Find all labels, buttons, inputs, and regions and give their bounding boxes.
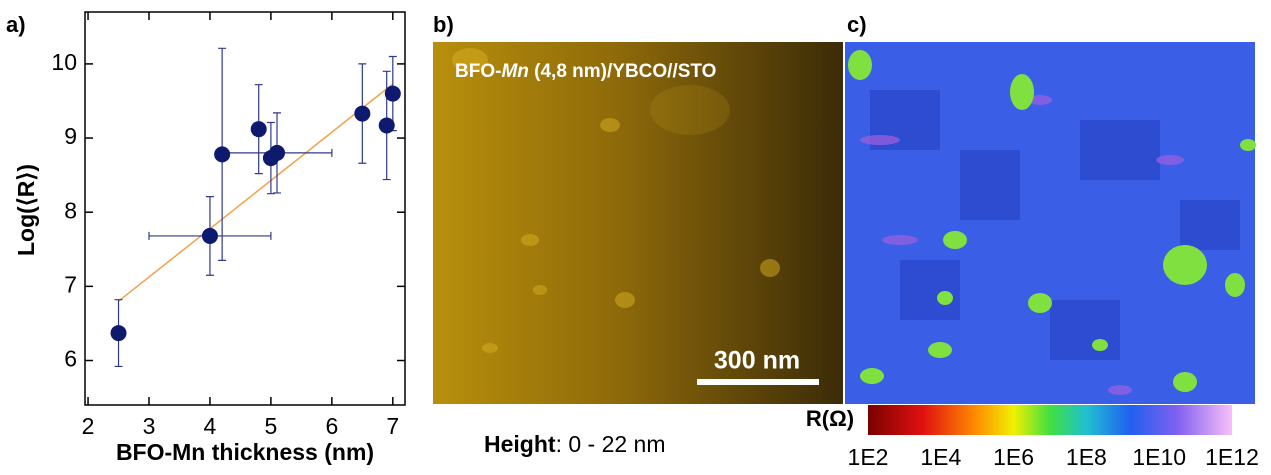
data-point (354, 105, 371, 122)
colorbar-tick-label: 1E6 (993, 444, 1034, 470)
sample-title-part: (4,8 nm)/YBCO//STO (529, 61, 717, 82)
scale-bar (697, 379, 819, 385)
colorbar-tick-label: 1E10 (1132, 444, 1186, 470)
caption-rest: : 0 - 22 nm (556, 431, 666, 457)
data-point (269, 144, 285, 161)
colorbar-label: R(Ω) (806, 406, 854, 431)
y-tick-label: 7 (64, 271, 77, 297)
colorbar (868, 405, 1232, 435)
panel-label: a) (6, 12, 26, 37)
y-tick-label: 6 (64, 346, 77, 372)
x-tick-label: 7 (386, 413, 399, 439)
x-tick-label: 3 (143, 413, 156, 439)
y-tick-label: 8 (64, 197, 77, 223)
x-tick-label: 6 (325, 413, 338, 439)
panel-label: c) (847, 12, 867, 37)
scale-bar-label: 300 nm (714, 347, 800, 375)
y-axis-label: Log(⟨R⟩) (13, 164, 39, 256)
panel-label: b) (433, 12, 454, 37)
data-point (201, 227, 218, 244)
x-tick-label: 5 (265, 413, 278, 439)
caption-bold: Height (484, 431, 556, 457)
colorbar-tick-label: 1E4 (920, 444, 961, 470)
image-texture (452, 48, 780, 353)
colorbar-tick-label: 1E2 (848, 444, 889, 470)
plot-frame (84, 11, 406, 406)
data-point (110, 325, 127, 342)
colorbar-tick-label: 1E12 (1205, 444, 1259, 470)
colorbar-tick-label: 1E8 (1066, 444, 1107, 470)
sample-title: BFO-Mn (4,8 nm)/YBCO//STO (455, 61, 716, 82)
x-tick-label: 2 (82, 413, 95, 439)
y-tick-label: 10 (51, 49, 77, 75)
height-caption: Height: 0 - 22 nm (484, 431, 666, 457)
height-image (433, 42, 843, 404)
image-texture (848, 50, 1256, 395)
y-tick-label: 9 (64, 123, 77, 149)
data-point (378, 117, 395, 134)
sample-title-part: Mn (501, 61, 528, 82)
sample-title-part: BFO- (455, 61, 501, 82)
data-point (250, 121, 267, 138)
fit-line (118, 83, 394, 302)
x-tick-label: 4 (204, 413, 217, 439)
data-point (214, 146, 231, 163)
data-point (384, 85, 401, 102)
x-axis-label: BFO-Mn thickness (nm) (116, 439, 374, 465)
